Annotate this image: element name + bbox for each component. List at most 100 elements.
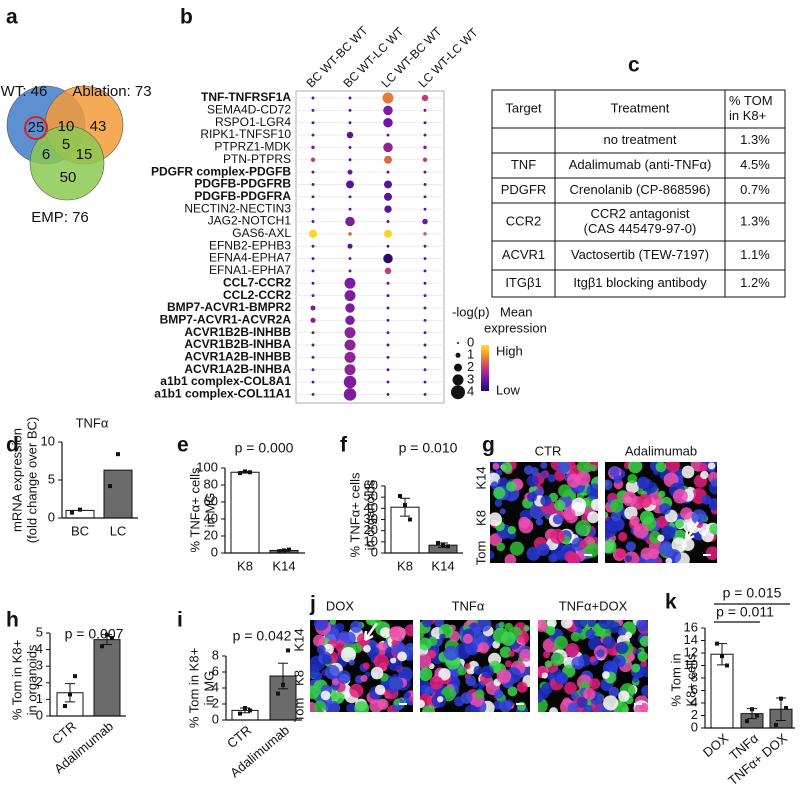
data-point — [286, 648, 290, 653]
micrograph-cell — [628, 462, 643, 474]
y-tick-label: 2 — [212, 695, 219, 710]
y-axis-label: in MG — [202, 493, 217, 528]
micrograph-cell — [625, 480, 639, 494]
micrograph-cell — [389, 626, 406, 643]
micrograph-cell — [612, 654, 626, 668]
micrograph-cell — [681, 465, 695, 479]
x-tick-label: CTR — [49, 718, 79, 747]
micrograph-cell — [565, 642, 580, 658]
dot — [311, 331, 315, 335]
micrograph-cell — [615, 641, 629, 655]
micrograph-cell — [338, 630, 350, 642]
micrograph-cell — [310, 685, 320, 700]
table-cell: 1.1% — [740, 247, 770, 262]
micrograph-cell — [605, 479, 613, 491]
panel-letter: k — [665, 591, 677, 614]
micrograph-cell — [509, 541, 524, 556]
data-point — [441, 543, 445, 548]
data-point — [238, 711, 242, 716]
micrograph-cell — [602, 671, 610, 679]
dot — [348, 232, 352, 236]
micrograph-cell — [583, 542, 598, 558]
micrograph-cell — [504, 660, 512, 668]
row-label: ACVR1A2B-INHBB — [184, 350, 291, 364]
y-tick-label: 6 — [212, 663, 219, 678]
micrograph-cell — [618, 532, 628, 542]
y-tick-label: 60 — [204, 493, 218, 508]
micrograph-cell — [490, 512, 503, 527]
dot — [386, 306, 390, 310]
y-tick-label: 0 — [212, 711, 219, 726]
dot — [423, 195, 427, 199]
dot — [348, 121, 352, 125]
micrograph-cell — [523, 625, 530, 632]
p-value: p = 0.010 — [399, 440, 458, 456]
dot — [386, 368, 390, 372]
row-label: RSPO1-LGR4 — [215, 115, 291, 129]
y-axis-label: % Tom in — [668, 653, 683, 706]
micrograph-cell — [634, 703, 648, 712]
panel-letter: j — [309, 593, 316, 616]
y-tick-label: 6 — [691, 682, 698, 697]
micrograph-cell — [316, 645, 326, 654]
micrograph — [420, 620, 530, 712]
micrograph-cell — [388, 676, 404, 692]
dot — [344, 364, 356, 376]
table-cell: Treatment — [611, 100, 670, 115]
micrograph-cell — [579, 540, 588, 549]
data-point — [403, 502, 407, 507]
micrograph-cell — [546, 626, 556, 636]
micrograph-cell — [349, 683, 364, 698]
micrograph-cell — [657, 490, 666, 498]
micrograph-cell — [554, 499, 566, 512]
y-axis-label: % TNFα+ cells — [347, 472, 362, 557]
micrograph-cell — [465, 675, 476, 687]
table-cell: 0.7% — [740, 182, 770, 197]
micrograph-cell — [648, 548, 659, 560]
micrograph-cell — [504, 554, 517, 563]
row-label: ACVR1B2B-INHBA — [184, 337, 291, 351]
micrograph-cell — [633, 523, 649, 539]
micrograph-cell — [516, 681, 528, 693]
dot — [386, 392, 390, 396]
micrograph-cell — [360, 674, 368, 683]
micrograph-cell — [475, 689, 485, 699]
micrograph-cell — [603, 695, 619, 711]
column-label: BC WT-BC WT — [303, 23, 370, 90]
table-cell: 4.5% — [740, 157, 770, 172]
dot — [423, 269, 427, 273]
dot — [344, 351, 356, 363]
micrograph-cell — [659, 503, 671, 515]
data-point — [784, 706, 788, 710]
dot — [423, 355, 427, 359]
y-tick-label: 20 — [364, 522, 378, 537]
dot — [423, 380, 427, 384]
dot — [382, 92, 394, 104]
dot — [386, 355, 390, 359]
micrograph-cell — [674, 518, 684, 529]
venn-count: 6 — [42, 146, 50, 163]
channel-label: K8 — [473, 510, 488, 526]
micrograph-cell — [547, 673, 555, 681]
row-label: a1b1 complex-COL8A1 — [160, 374, 291, 388]
micrograph-cell — [340, 646, 357, 663]
data-point — [745, 719, 749, 724]
micrograph-cell — [374, 684, 386, 696]
venn-count: 50 — [60, 169, 77, 186]
micrograph-cell — [490, 550, 495, 560]
micrograph-cell — [609, 466, 620, 477]
micrograph-cell — [546, 620, 557, 628]
micrograph-cell — [507, 525, 517, 535]
micrograph-cell — [570, 692, 579, 701]
y-axis-label: K8+ cells — [683, 653, 698, 707]
dot — [311, 343, 315, 347]
y-axis-label: mRNA expression — [9, 428, 24, 532]
micrograph-cell — [346, 703, 356, 712]
micrograph-cell — [497, 477, 509, 488]
color-legend-title: expression — [484, 320, 547, 335]
size-legend-label: 0 — [467, 334, 474, 349]
dot — [386, 343, 390, 347]
micrograph-cell — [398, 666, 413, 682]
micrograph-cell — [424, 686, 434, 696]
micrograph-cell — [632, 676, 639, 683]
